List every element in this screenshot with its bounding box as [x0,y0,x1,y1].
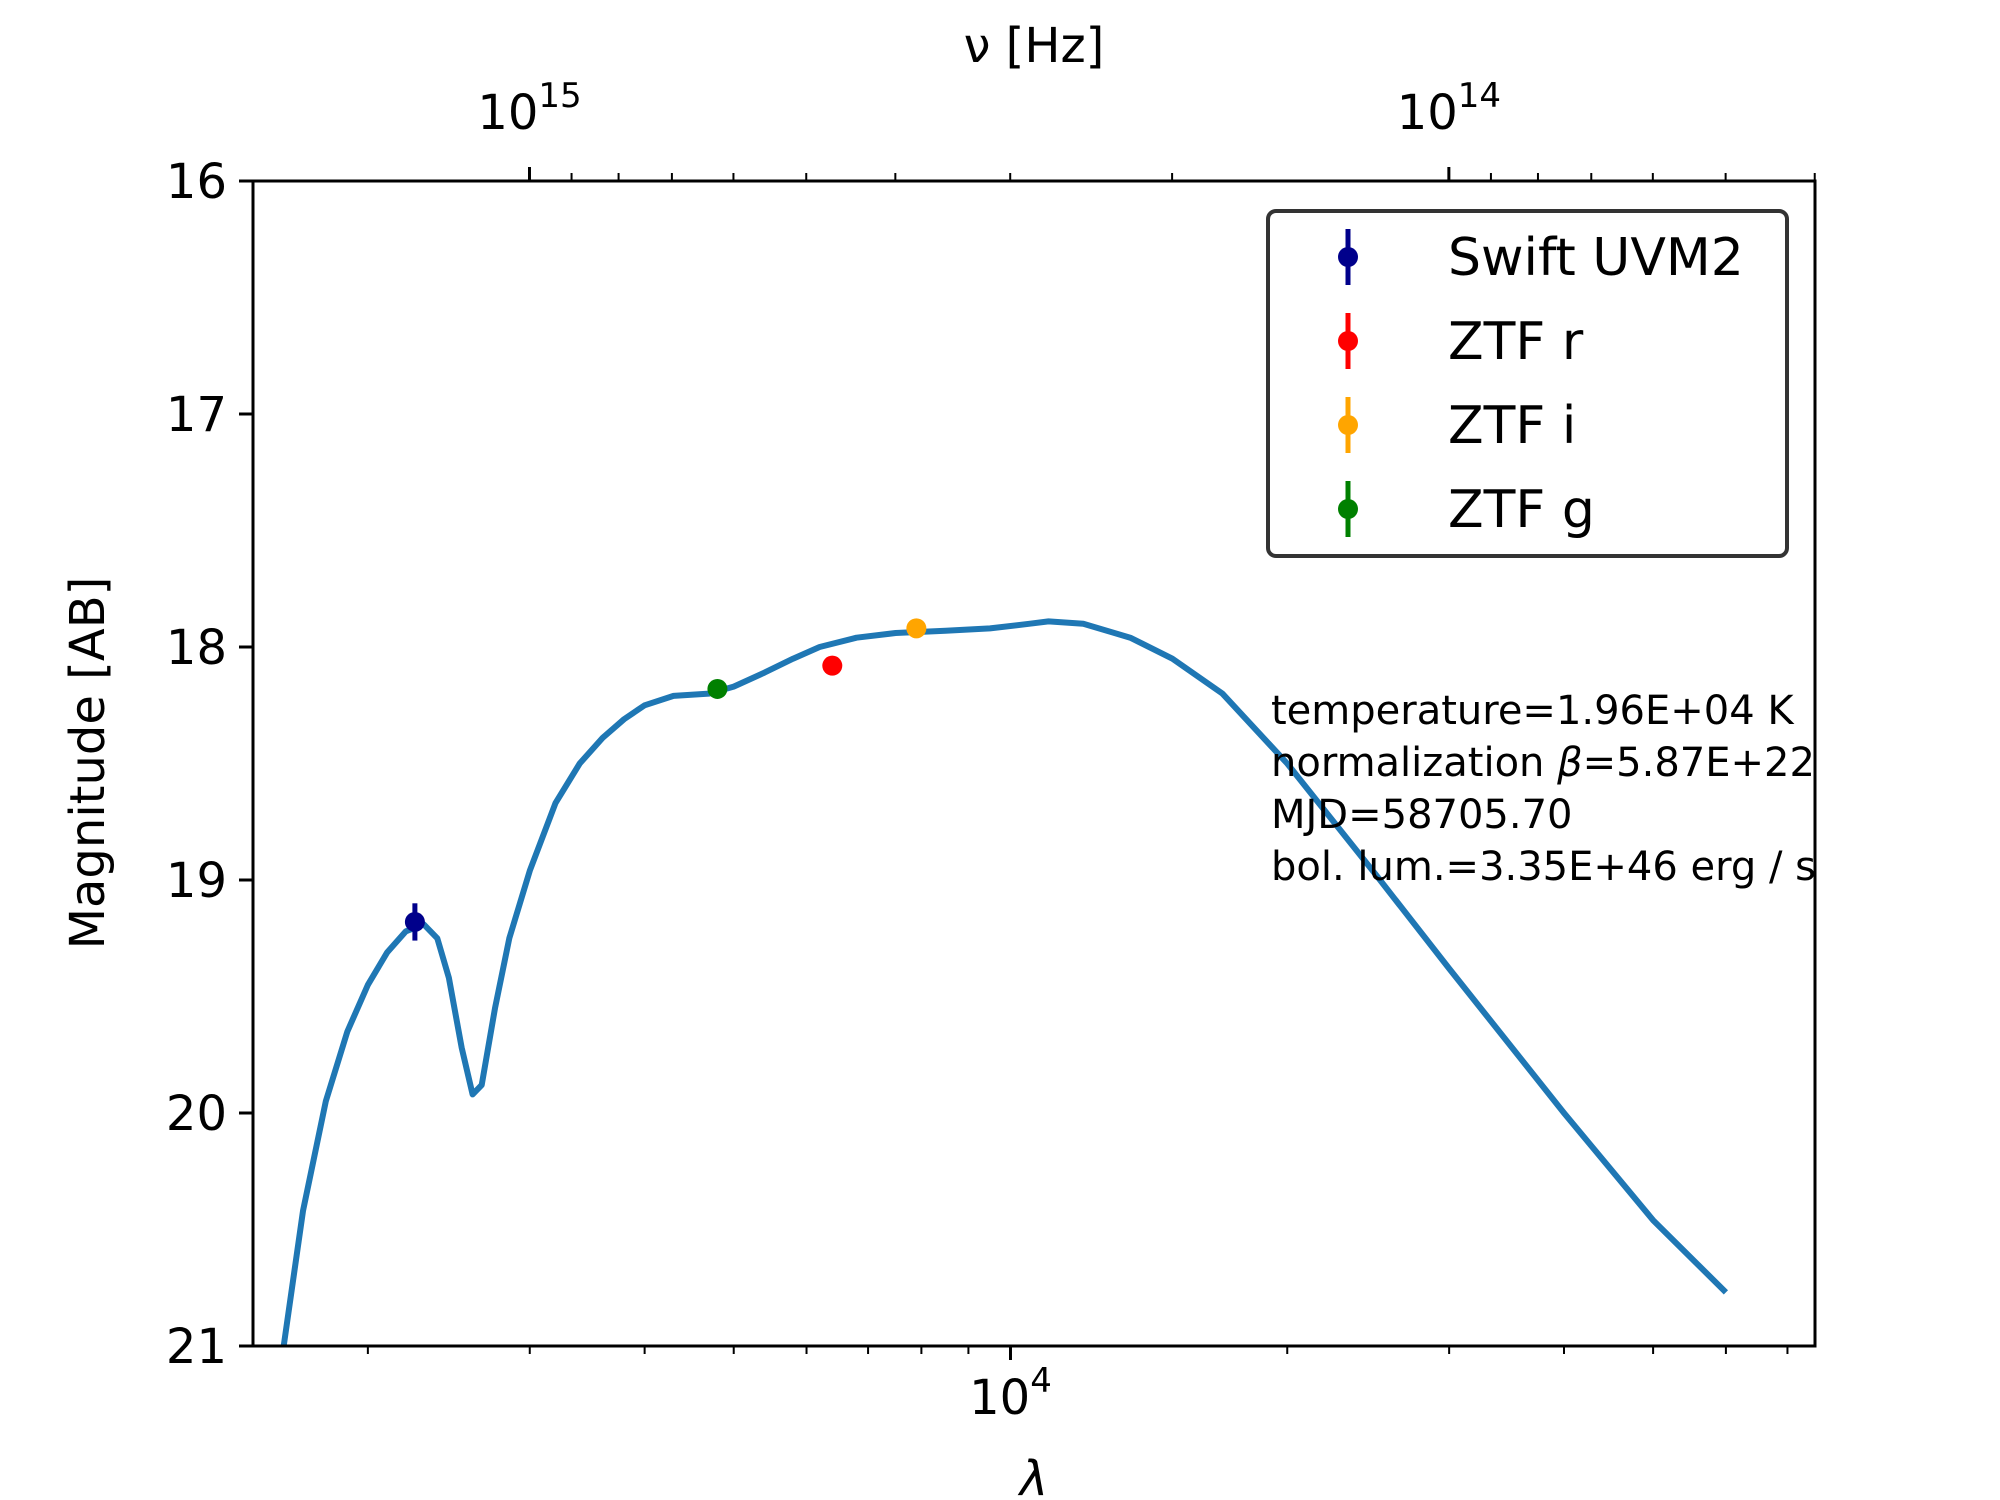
legend-label: Swift UVM2 [1448,228,1744,288]
y-tick-label: 20 [166,1086,227,1142]
fit-parameters-annotation: temperature=1.96E+04 K normalization β=5.… [1271,688,1816,890]
ticks-layer: 16 17 18 19 20 21 104 1015 1014 [166,76,1816,1426]
data-point-marker [906,618,927,639]
y-tick-label: 16 [166,154,227,210]
legend-marker [1338,415,1358,435]
legend-label: ZTF i [1448,396,1576,456]
annotation-line: normalization β=5.87E+22 [1271,740,1815,786]
tick-label: 1015 [477,76,581,141]
data-point-marker [707,678,728,699]
legend-marker [1338,247,1358,267]
data-point-marker [404,911,425,932]
legend-label: ZTF r [1448,312,1584,372]
tick-label: 104 [969,1361,1052,1426]
legend-entries: Swift UVM2 ZTF r ZTF i ZTF g [1338,228,1744,540]
data-points-layer [404,618,927,941]
legend-box [1266,209,1789,558]
y-tick-label: 17 [166,387,227,443]
y-tick-label: 21 [166,1319,227,1375]
y-tick-label: 19 [166,853,227,909]
tick-label: 1014 [1397,76,1501,141]
annotation-line: MJD=58705.70 [1271,792,1572,838]
y-axis-label: Magnitude [AB] [60,577,116,950]
x2-axis-label: ν [Hz] [964,18,1105,74]
annotation-line: bol. lum.=3.35E+46 erg / s [1271,844,1816,890]
plot-area-frame [251,179,1817,1348]
legend-marker [1338,499,1358,519]
y-tick-label: 18 [166,620,227,676]
legend-marker [1338,331,1358,351]
x-axis-label: λ [1017,1451,1048,1500]
data-point-marker [822,655,843,676]
annotation-line: temperature=1.96E+04 K [1271,688,1795,734]
legend: Swift UVM2 ZTF r ZTF i ZTF g [1266,209,1789,558]
legend-label: ZTF g [1448,480,1595,540]
